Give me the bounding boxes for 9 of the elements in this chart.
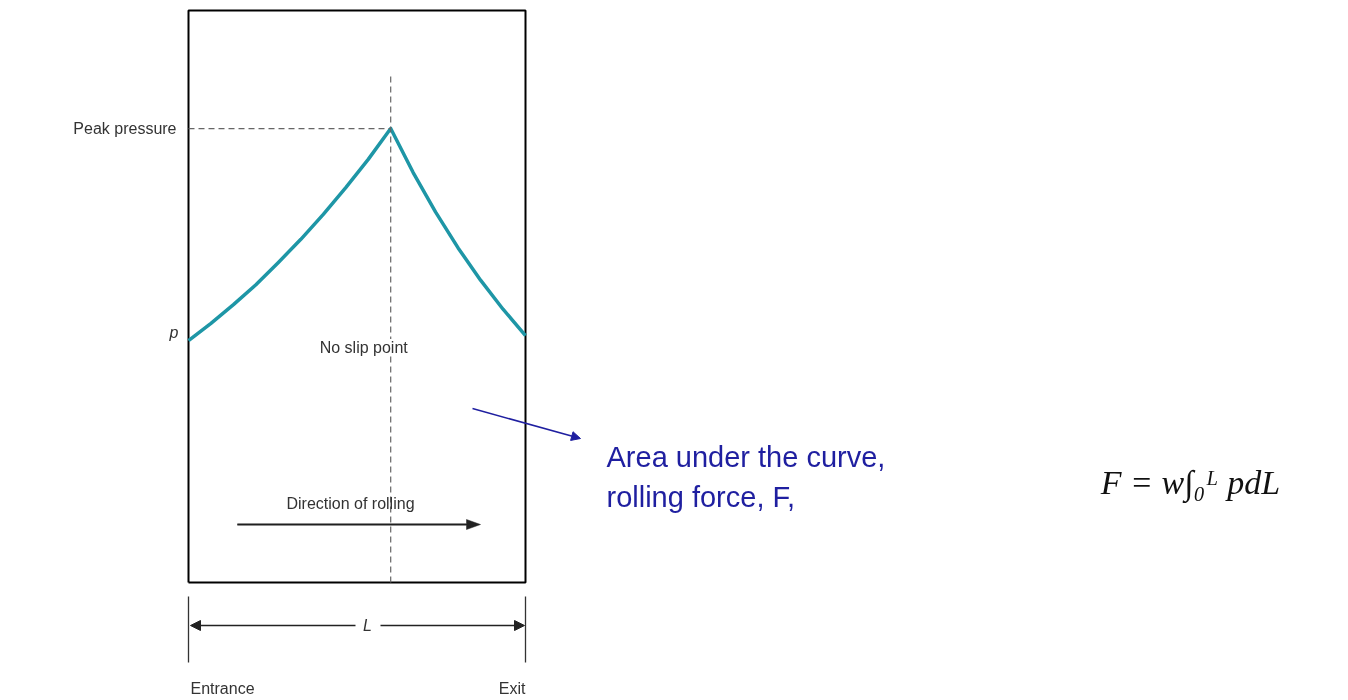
text: p [168,324,179,342]
text: Area under the curve, rolling force, F, [606,440,886,513]
text: Peak pressure [73,120,177,138]
annotation: Direction of rolling [286,495,415,512]
text: Exit [498,680,527,697]
text: L [363,617,372,634]
text: F = w∫₀ᴸ pdL [1099,464,1281,504]
text: Entrance [190,680,255,697]
annotation: No slip point [319,339,409,356]
